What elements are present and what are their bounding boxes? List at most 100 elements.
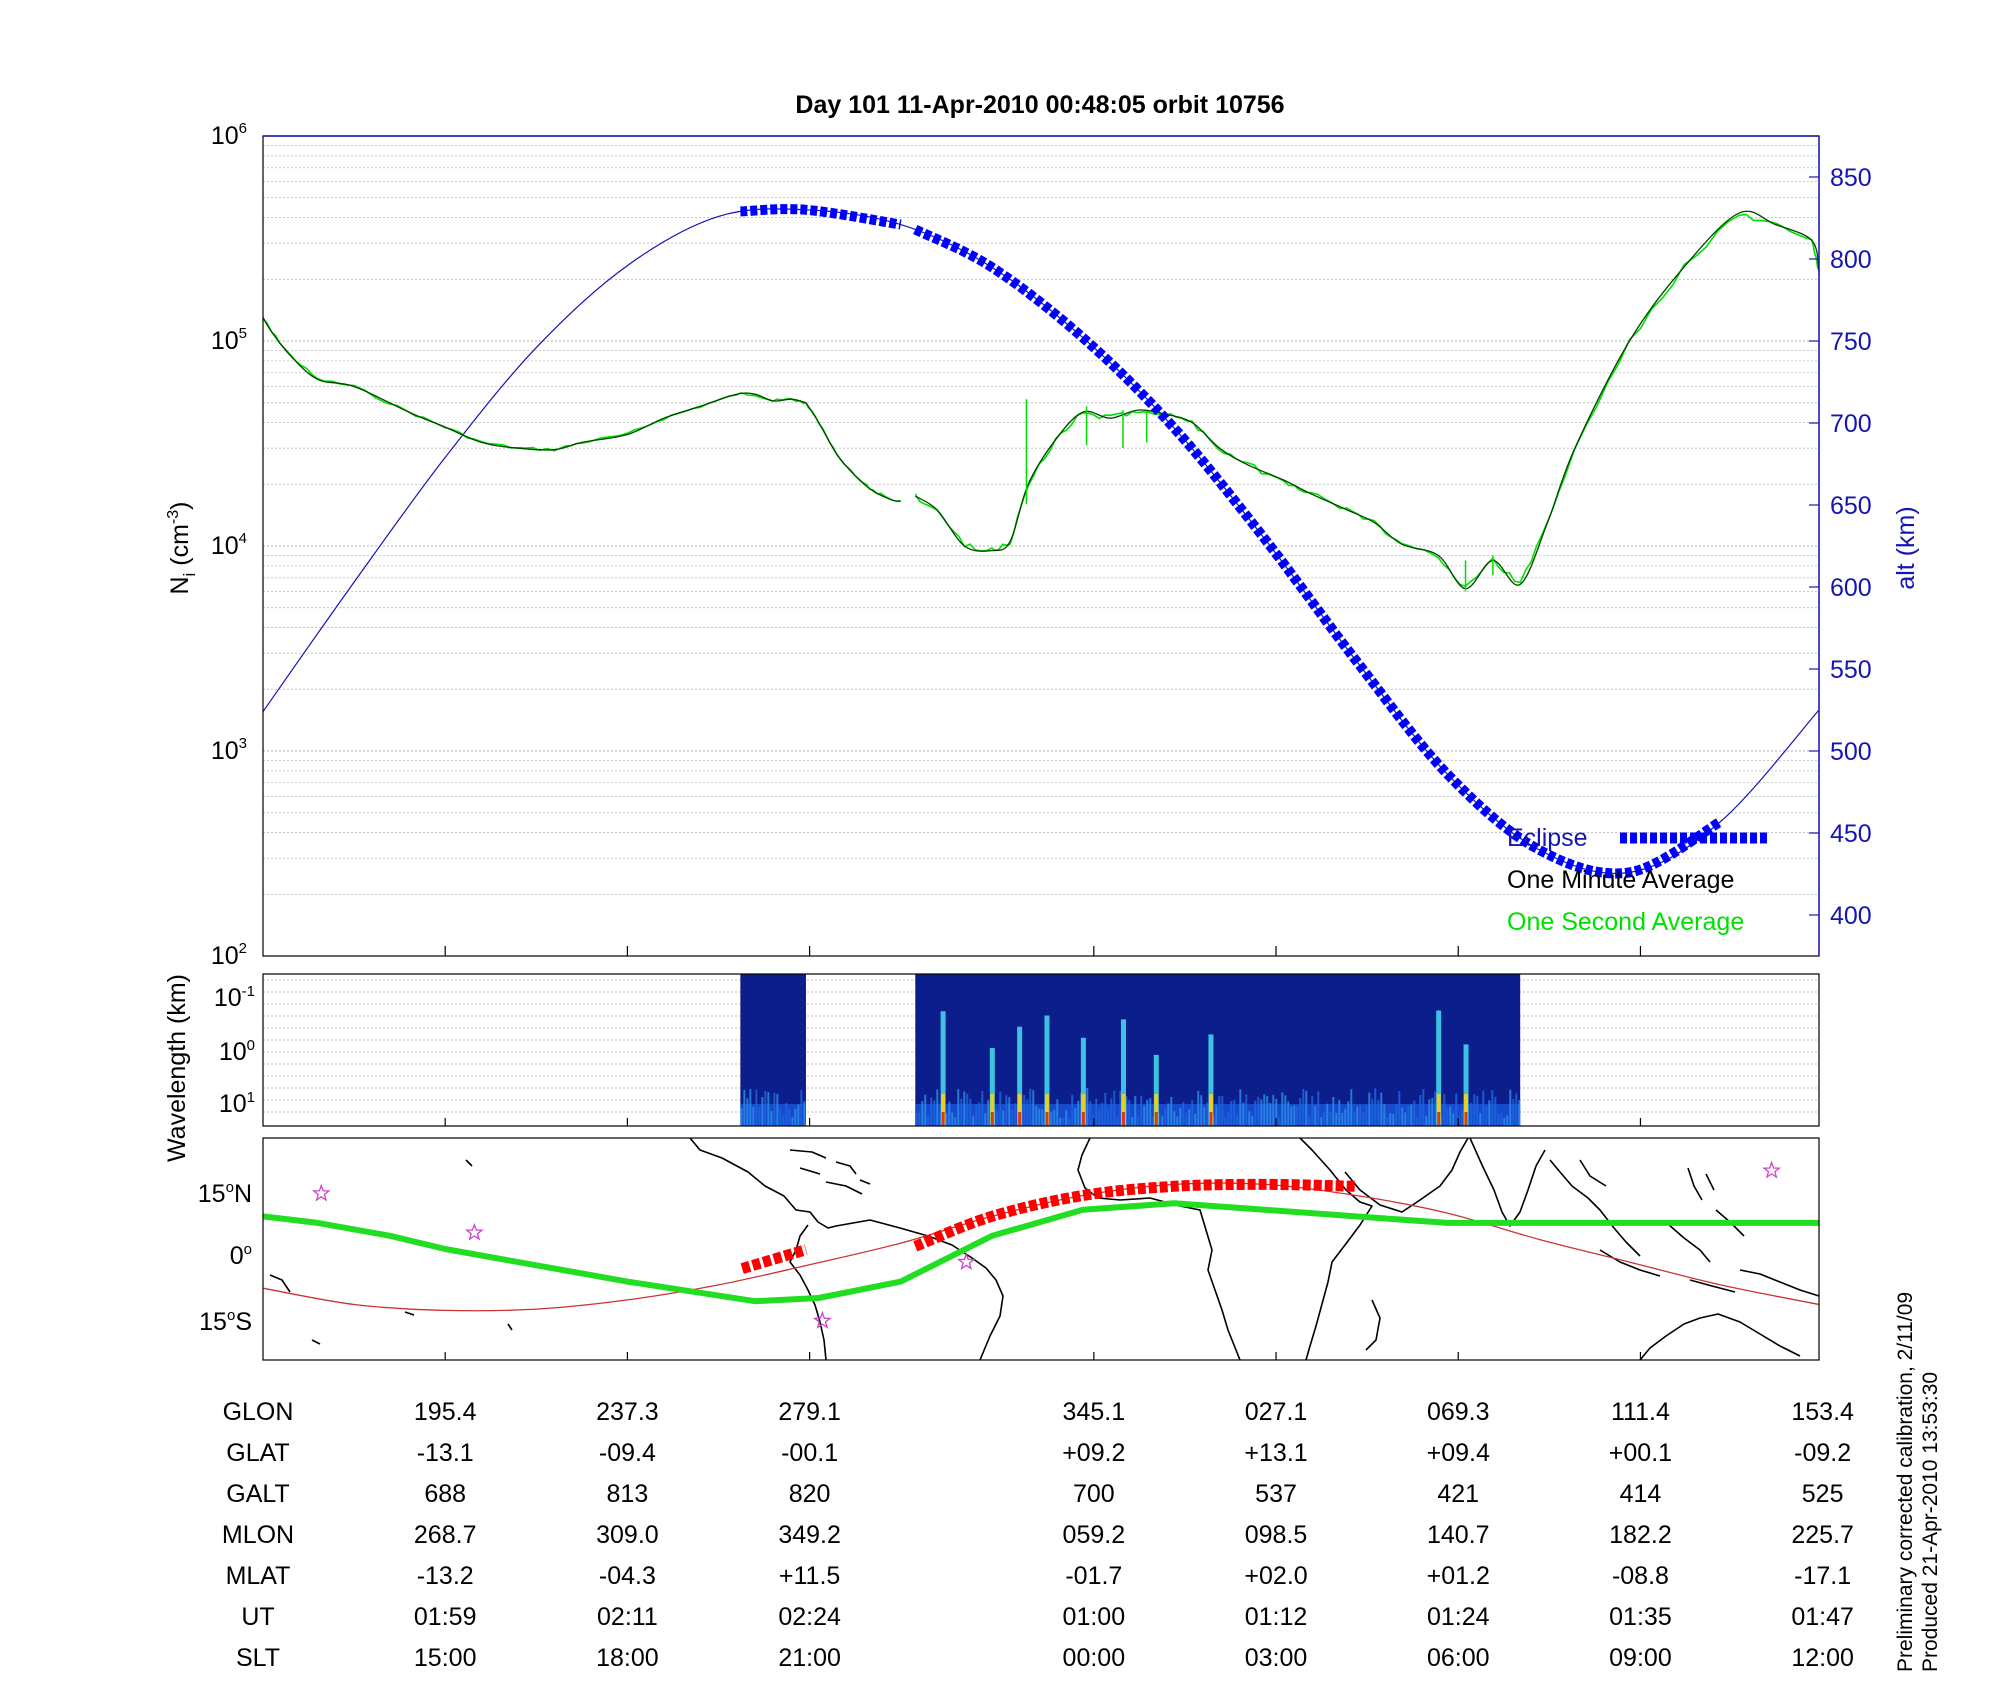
coastline-africa bbox=[1077, 1138, 1241, 1360]
spectrogram-stripe bbox=[1413, 1100, 1416, 1126]
spectrogram-stripe bbox=[1077, 1101, 1080, 1126]
spectrogram-stripe bbox=[987, 1099, 990, 1126]
table-cell: 237.3 bbox=[596, 1398, 659, 1426]
spectrogram-stripe bbox=[1338, 1099, 1341, 1126]
table-cell: 688 bbox=[424, 1480, 466, 1508]
table-row-label: GLAT bbox=[226, 1439, 289, 1467]
spectrogram-stripe bbox=[1200, 1095, 1203, 1126]
spectrogram-stripe bbox=[1500, 1112, 1503, 1126]
table-cell: 02:11 bbox=[597, 1603, 658, 1631]
spectrogram-stripe bbox=[797, 1104, 800, 1126]
station-star-icon bbox=[1762, 1160, 1781, 1179]
alt-tick-label: 500 bbox=[1830, 738, 1872, 766]
spectrogram-stripe bbox=[1329, 1111, 1332, 1126]
table-cell: 069.3 bbox=[1427, 1398, 1490, 1426]
coastline-madagascar bbox=[1365, 1299, 1381, 1351]
spectrogram-stripe bbox=[1071, 1094, 1074, 1126]
y-tick-label: 103 bbox=[211, 735, 247, 765]
spectrogram-stripe bbox=[1512, 1099, 1515, 1126]
spectrogram-stripe bbox=[1095, 1098, 1098, 1126]
spectrogram-stripe bbox=[1116, 1117, 1119, 1126]
spectrogram-hotspot bbox=[1121, 1094, 1126, 1124]
spectrogram-stripe bbox=[1380, 1092, 1383, 1126]
spectrogram-stripe bbox=[1062, 1117, 1065, 1126]
spectrogram-stripe bbox=[1320, 1117, 1323, 1126]
legend-label-one-second: One Second Average bbox=[1507, 908, 1744, 936]
spectrogram-stripe bbox=[1281, 1092, 1284, 1126]
table-cell: -13.2 bbox=[417, 1562, 474, 1590]
coastline-new-guinea bbox=[1739, 1269, 1819, 1297]
spectrogram-stripe bbox=[800, 1089, 803, 1126]
spectrogram-stripe bbox=[948, 1101, 951, 1126]
spectrogram-stripe bbox=[1452, 1113, 1455, 1126]
spectrogram-stripe bbox=[933, 1100, 936, 1126]
spectrogram-stripe bbox=[1041, 1109, 1044, 1126]
table-cell: 345.1 bbox=[1063, 1398, 1126, 1426]
spectrogram-stripe bbox=[1164, 1107, 1167, 1126]
spectrogram-stripe bbox=[1482, 1090, 1485, 1126]
alt-tick-label: 700 bbox=[1830, 410, 1872, 438]
alt-tick-marks bbox=[1809, 176, 1819, 916]
spectrogram-hotspot bbox=[1208, 1094, 1213, 1124]
spectrogram-stripe bbox=[936, 1089, 939, 1126]
spectrogram-hotspot bbox=[1080, 1037, 1086, 1126]
spectrogram-stripe bbox=[1416, 1117, 1419, 1126]
spectrogram-stripe bbox=[1515, 1093, 1518, 1126]
table-cell: 140.7 bbox=[1427, 1521, 1490, 1549]
legend-label-one-minute: One Minute Average bbox=[1507, 866, 1734, 894]
spectrogram-hotspot bbox=[1436, 1010, 1442, 1126]
spectrogram-hotspot bbox=[1044, 1015, 1050, 1126]
spectrogram-stripe bbox=[966, 1093, 969, 1126]
spectrogram-stripe bbox=[969, 1098, 972, 1126]
spectrogram-stripe bbox=[1311, 1096, 1314, 1126]
table-row-label: MLAT bbox=[226, 1562, 291, 1590]
wavelength-tick-label: 10-1 bbox=[214, 983, 255, 1012]
table-cell: 15:00 bbox=[414, 1644, 477, 1672]
latitude-tick-label: 15oS bbox=[199, 1307, 252, 1336]
spectrogram-stripe bbox=[788, 1109, 791, 1126]
table-cell: 059.2 bbox=[1063, 1521, 1126, 1549]
table-cell: 421 bbox=[1437, 1480, 1479, 1508]
spectrogram-stripe bbox=[1323, 1111, 1326, 1126]
station-star-icon bbox=[812, 1310, 832, 1329]
spectrogram-stripe bbox=[1266, 1096, 1269, 1126]
spectrogram-stripe bbox=[1419, 1095, 1422, 1126]
spectrogram-stripe bbox=[921, 1100, 924, 1126]
table-row-label: GLON bbox=[223, 1398, 294, 1426]
spectrogram-stripe bbox=[761, 1097, 764, 1126]
table-cell: 309.0 bbox=[596, 1521, 659, 1549]
table-cell: 09:00 bbox=[1609, 1644, 1672, 1672]
spectrogram-stripe bbox=[1491, 1089, 1494, 1126]
spectrogram-stripe bbox=[1422, 1089, 1425, 1126]
spectrogram-stripe bbox=[1395, 1104, 1398, 1126]
spectrogram-stripe bbox=[1365, 1105, 1368, 1126]
table-cell: 01:00 bbox=[1063, 1603, 1126, 1631]
spectrogram-stripe bbox=[1503, 1117, 1506, 1126]
spectrogram-stripe bbox=[1263, 1094, 1266, 1126]
spectrogram-stripe bbox=[1428, 1099, 1431, 1126]
table-cell: 098.5 bbox=[1245, 1521, 1308, 1549]
coastline-indonesia bbox=[1599, 1209, 1745, 1293]
spectrogram-stripe bbox=[1284, 1095, 1287, 1126]
spectrogram-stripe bbox=[1272, 1094, 1275, 1126]
spectrogram-stripe bbox=[1131, 1117, 1134, 1126]
alt-tick-label: 750 bbox=[1830, 328, 1872, 356]
spectrogram-hotspot bbox=[1044, 1094, 1049, 1124]
alt-tick-label: 450 bbox=[1830, 820, 1872, 848]
density-y-axis: 102 103 104 105 106 Ni (cm-3) bbox=[165, 120, 247, 970]
one-minute-average-line bbox=[805, 402, 901, 503]
spectrogram-stripe bbox=[927, 1115, 930, 1126]
spectrogram-stripe bbox=[1236, 1114, 1239, 1126]
spectrogram-stripe bbox=[773, 1092, 776, 1126]
eclipse-track-segment bbox=[913, 1178, 1357, 1252]
map-frame bbox=[262, 1137, 1820, 1361]
spectrogram-stripe bbox=[1353, 1111, 1356, 1126]
spectrogram-stripe bbox=[1125, 1096, 1128, 1126]
spectrogram-stripe bbox=[1233, 1099, 1236, 1126]
coastline-south-america-west bbox=[789, 1224, 827, 1360]
table-cell: -09.2 bbox=[1794, 1439, 1851, 1467]
spectrogram-stripe bbox=[1506, 1115, 1509, 1126]
spectrogram-hotspot bbox=[1121, 1112, 1125, 1126]
table-cell: 01:35 bbox=[1609, 1603, 1672, 1631]
